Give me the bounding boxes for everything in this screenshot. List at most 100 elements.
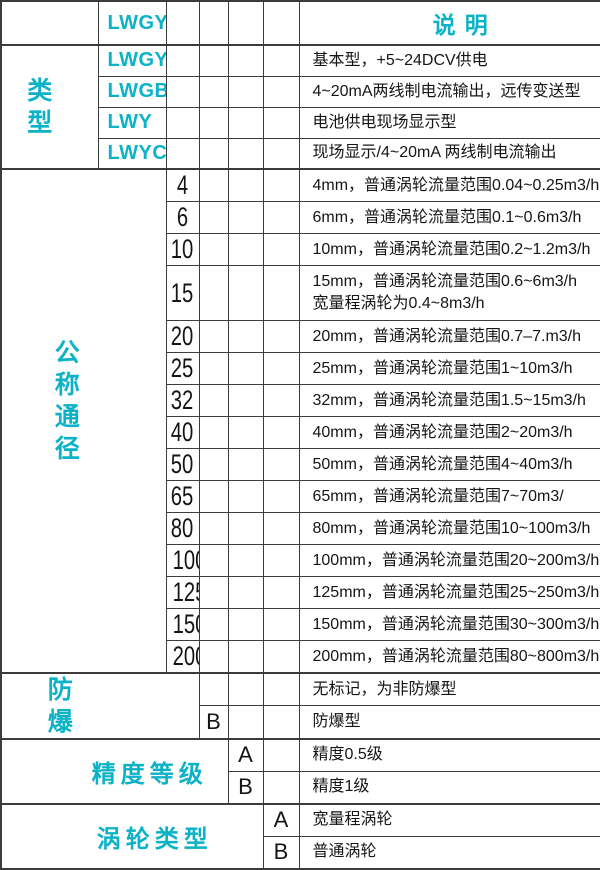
type-code: LWGY [97,44,167,77]
empty-cell [262,201,300,234]
empty-cell [262,770,300,805]
diameter-value-text: 125 [172,577,198,608]
type-code: LWGB [97,75,167,108]
empty-cell [262,480,300,513]
empty-cell [227,671,264,706]
empty-cell [198,265,229,321]
category-label-accuracy: 精度等级 [0,738,229,805]
diameter-value: 40 [165,416,200,449]
empty-cell [198,75,229,108]
empty-cell [262,0,300,46]
empty-cell [198,137,229,170]
accuracy-desc: 精度1级 [298,770,600,805]
empty-cell [198,608,229,641]
type-desc: 现场显示/4~20mA 两线制电流输出 [298,137,600,170]
category-label-explosion-proof: 防 爆 [0,672,200,740]
empty-cell [227,168,264,202]
empty-cell [227,576,264,609]
diameter-desc: 40mm，普通涡轮流量范围2~20m3/h [298,416,600,449]
empty-cell [227,137,264,170]
empty-cell [198,0,229,46]
empty-cell [198,320,229,353]
diameter-value-text: 4 [176,170,189,200]
turbine-desc: 普通涡轮 [298,835,600,870]
empty-cell [262,544,300,577]
diameter-value-text: 65 [171,481,194,512]
empty-cell [262,576,300,609]
empty-cell [198,384,229,417]
diameter-value-text: 20 [171,321,194,352]
empty-cell [165,0,200,46]
category-label-type: 类 型 [0,44,99,170]
empty-cell [227,544,264,577]
diameter-desc: 25mm，普通涡轮流量范围1~10m3/h [298,352,600,385]
empty-cell [198,576,229,609]
diameter-value: 10 [165,233,200,266]
type-code: LWY [97,106,167,139]
diameter-value-text: 6 [176,202,189,233]
empty-cell [262,320,300,353]
empty-cell [262,75,300,108]
model-code-header: LWGY [97,0,167,46]
explosion-desc: 无标记，为非防爆型 [298,671,600,706]
empty-cell [227,512,264,545]
diameter-value-text: 80 [171,513,194,544]
empty-cell [262,512,300,545]
empty-cell [262,44,300,77]
empty-cell [198,448,229,481]
empty-cell [227,416,264,449]
type-desc: 基本型，+5~24DCV供电 [298,44,600,77]
diameter-desc: 6mm，普通涡轮流量范围0.1~0.6m3/h [298,201,600,234]
empty-cell [262,352,300,385]
empty-cell [227,75,264,108]
diameter-desc: 4mm，普通涡轮流量范围0.04~0.25m3/h [298,168,600,202]
diameter-value-text: 25 [171,353,194,384]
diameter-value: 125 [165,576,200,609]
empty-cell [262,384,300,417]
diameter-desc: 20mm，普通涡轮流量范围0.7–7.m3/h [298,320,600,353]
diameter-value-text: 10 [171,234,194,265]
diameter-value-text: 40 [171,417,194,448]
turbine-code: A [262,803,300,837]
empty-cell [165,75,200,108]
diameter-value: 50 [165,448,200,481]
diameter-desc: 200mm，普通涡轮流量范围80~800m3/h [298,640,600,674]
explosion-code [198,671,229,706]
empty-cell [198,233,229,266]
diameter-value-text: 200 [172,641,198,671]
diameter-value: 15 [165,265,200,321]
type-code: LWYC [97,137,167,170]
accuracy-code: A [227,738,264,772]
diameter-value: 150 [165,608,200,641]
empty-cell [227,233,264,266]
empty-cell [262,671,300,706]
category-label-turbine: 涡轮类型 [0,803,264,870]
empty-cell [262,137,300,170]
empty-cell [262,106,300,139]
empty-cell [227,448,264,481]
empty-cell [198,480,229,513]
explosion-code: B [198,704,229,740]
empty-cell [165,106,200,139]
empty-cell [227,480,264,513]
empty-cell [227,352,264,385]
diameter-value-text: 32 [171,385,194,416]
empty-cell [262,265,300,321]
type-desc: 4~20mA两线制电流输出，远传变送型 [298,75,600,108]
empty-cell [165,44,200,77]
empty-cell [227,201,264,234]
diameter-value: 6 [165,201,200,234]
diameter-desc: 150mm，普通涡轮流量范围30~300m3/h [298,608,600,641]
diameter-desc: 10mm，普通涡轮流量范围0.2~1.2m3/h [298,233,600,266]
empty-cell [198,168,229,202]
diameter-value: 32 [165,384,200,417]
empty-cell [227,384,264,417]
category-label-diameter: 公 称 通 径 [0,168,167,674]
diameter-value-text: 50 [171,449,194,480]
diameter-desc: 50mm，普通涡轮流量范围4~40m3/h [298,448,600,481]
empty-cell [227,44,264,77]
corner-cell [0,0,99,46]
empty-cell [198,512,229,545]
empty-cell [262,608,300,641]
